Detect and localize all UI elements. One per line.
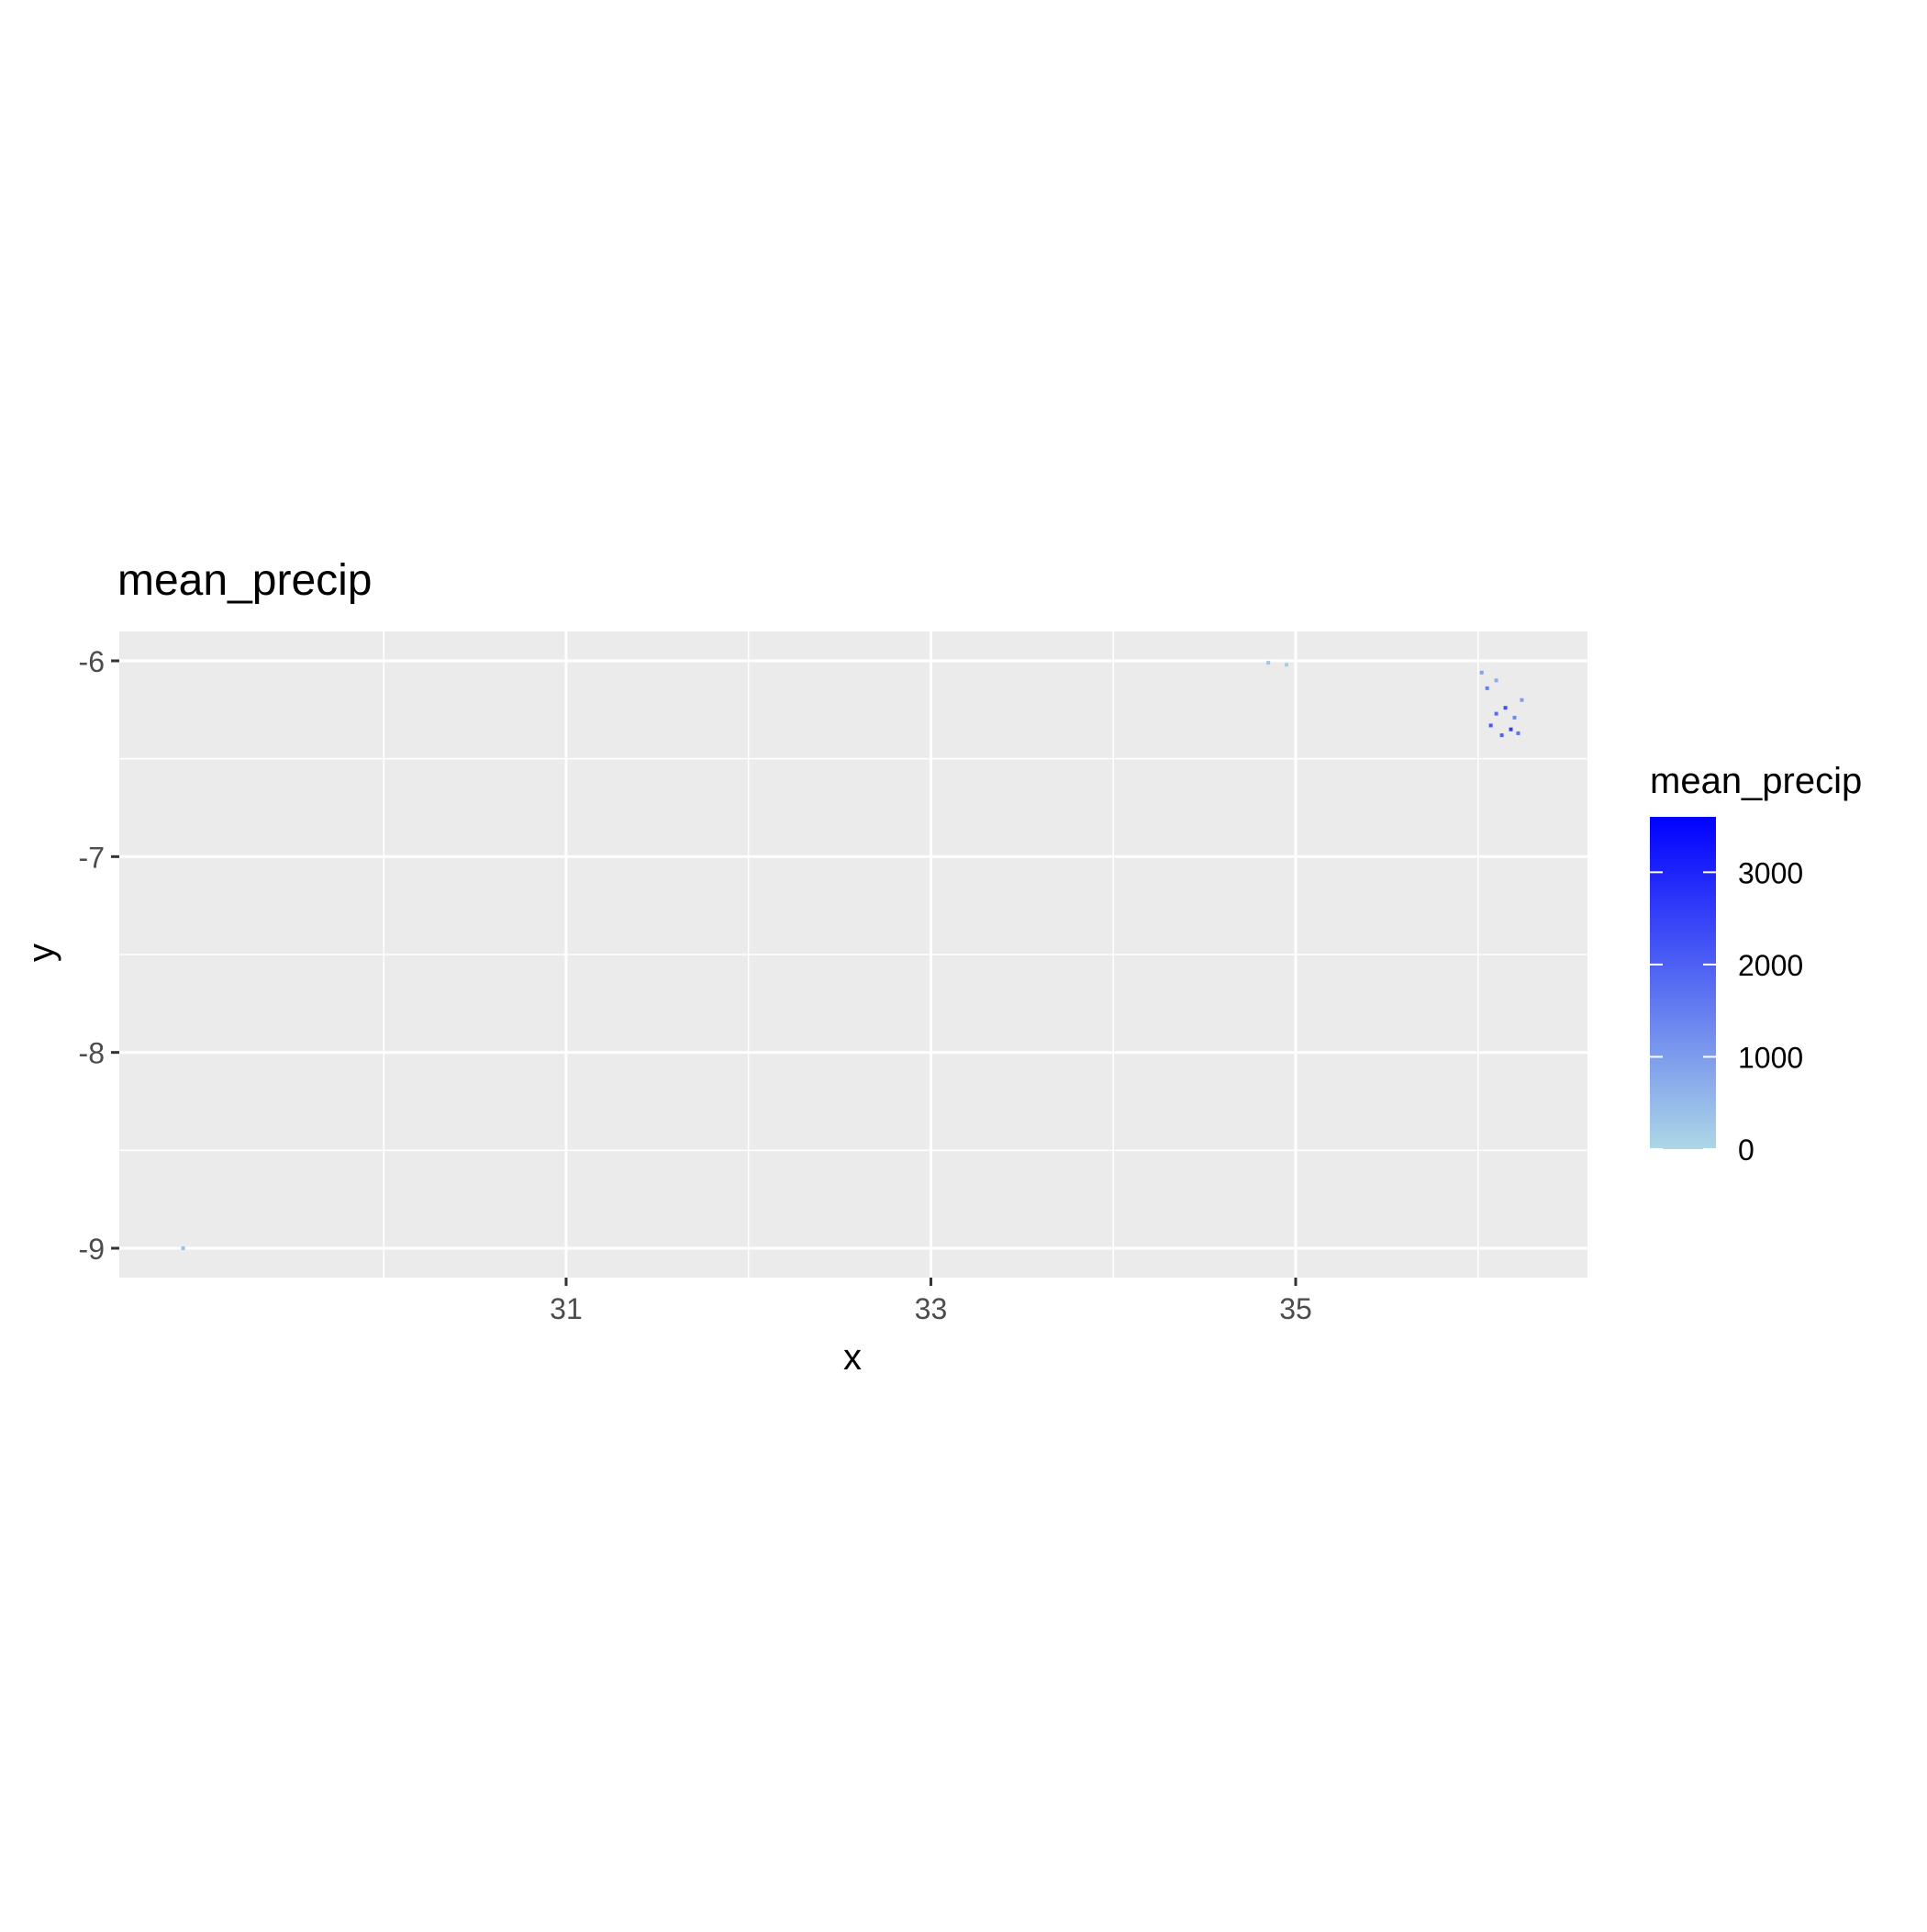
data-points	[181, 661, 1524, 1250]
y-axis: -6 -7 -8 -9	[79, 645, 119, 1266]
legend-ticks: 0 1000 2000 3000	[1650, 856, 1803, 1167]
major-gridlines	[119, 631, 1587, 1278]
data-cell	[1516, 731, 1520, 735]
data-cell	[1494, 678, 1498, 683]
data-cell	[1503, 706, 1508, 710]
y-tick-label: -9	[79, 1233, 105, 1266]
x-tick-label: 31	[550, 1292, 583, 1325]
data-cell	[1485, 686, 1489, 690]
minor-gridlines	[119, 631, 1587, 1278]
legend-tick-label: 2000	[1738, 949, 1803, 982]
y-tick-label: -7	[79, 841, 105, 874]
legend-title: mean_precip	[1650, 761, 1862, 801]
x-tick-label: 35	[1279, 1292, 1312, 1325]
data-cell	[1520, 698, 1524, 702]
y-tick-label: -6	[79, 645, 105, 678]
legend-tick-label: 1000	[1738, 1041, 1803, 1074]
y-axis-label: y	[21, 944, 61, 962]
x-axis: 31 33 35	[550, 1278, 1312, 1325]
data-cell	[1488, 723, 1493, 728]
data-cell	[1494, 711, 1498, 716]
y-tick-label: -8	[79, 1037, 105, 1070]
x-tick-label: 33	[915, 1292, 948, 1325]
data-cell	[1266, 661, 1271, 665]
color-legend: mean_precip 0 1000 2000 3000	[1650, 761, 1862, 1167]
legend-colorbar	[1650, 817, 1716, 1149]
chart-title: mean_precip	[117, 556, 373, 605]
data-cell	[1285, 663, 1289, 667]
legend-tick-label: 3000	[1738, 856, 1803, 889]
x-axis-label: x	[843, 1337, 862, 1378]
data-cell	[1512, 715, 1517, 720]
data-cell	[1509, 727, 1513, 731]
legend-tick-label: 0	[1738, 1134, 1754, 1167]
data-cell	[181, 1246, 185, 1250]
data-cell	[1479, 670, 1484, 675]
data-cell	[1499, 733, 1504, 738]
